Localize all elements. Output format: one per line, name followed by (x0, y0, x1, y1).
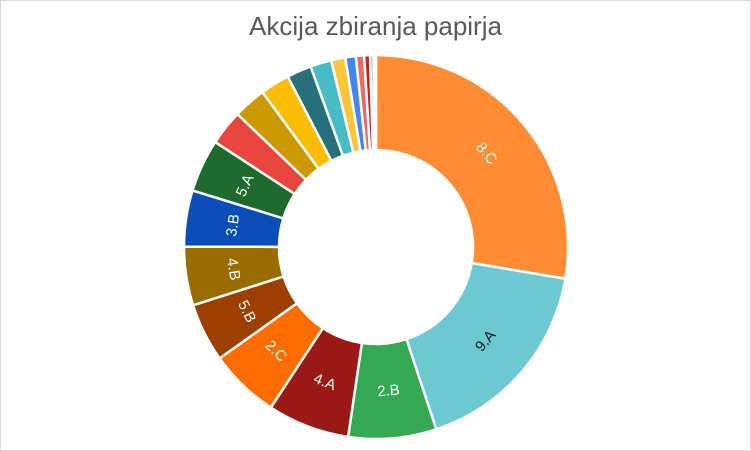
chart-title: Akcija zbiranja papirja (249, 11, 502, 41)
slice-label-2b: 2.B (377, 382, 401, 401)
slice-label-4b: 4.B (223, 257, 243, 282)
slice-label-3b: 3.B (223, 213, 243, 238)
slice-item-19 (372, 53, 378, 152)
slice-label-4a: 4.A (311, 370, 338, 394)
slice-8c (374, 53, 570, 281)
slice-9a (404, 261, 567, 431)
